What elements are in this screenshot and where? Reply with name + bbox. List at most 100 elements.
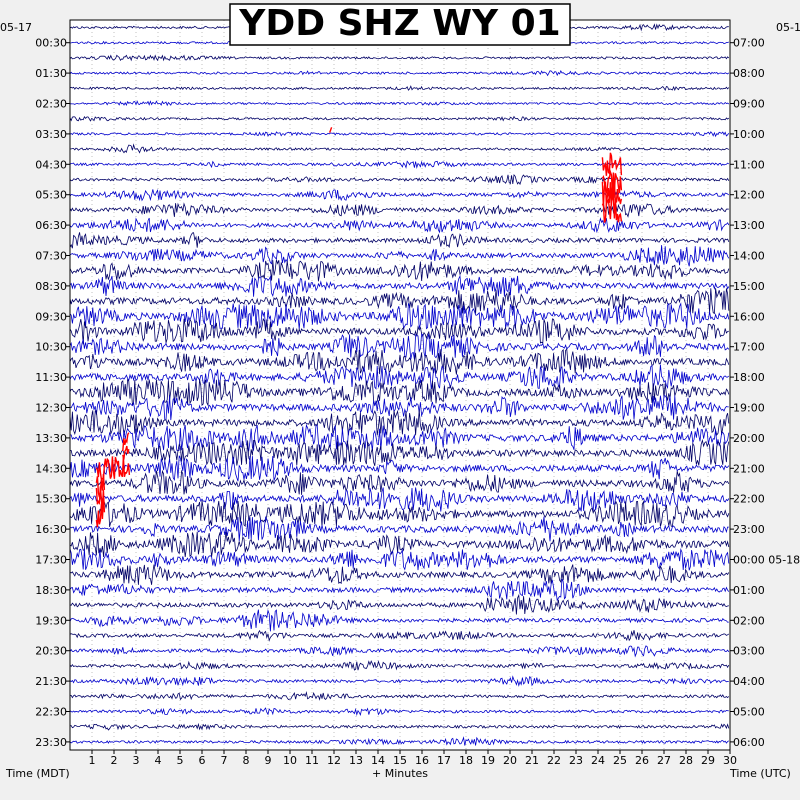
left-tick-label: 12:30 — [35, 402, 67, 415]
seismic-trace — [69, 173, 730, 186]
seismic-trace — [69, 707, 729, 716]
right-date-label: 05-1 — [776, 21, 800, 34]
x-tick-label: 3 — [133, 754, 140, 767]
left-tick-label: 00:30 — [35, 37, 67, 50]
seismic-trace — [69, 469, 730, 495]
right-tick-label: 00:00 05-18 — [733, 554, 800, 567]
right-tick-label: 23:00 — [733, 523, 765, 536]
left-tick-label: 08:30 — [35, 280, 67, 293]
left-tick-label: 20:30 — [35, 645, 67, 658]
seismic-trace — [69, 70, 730, 77]
left-tick-label: 16:30 — [35, 523, 67, 536]
clipped-event — [601, 196, 623, 223]
seismic-trace — [69, 409, 730, 436]
seismic-trace — [69, 333, 730, 360]
clipped-event — [95, 456, 131, 481]
right-tick-label: 16:00 — [733, 310, 765, 323]
clipped-event — [95, 486, 106, 513]
left-tick-label: 07:30 — [35, 250, 67, 263]
seismic-trace — [69, 232, 730, 249]
seismic-trace — [69, 500, 730, 527]
seismic-trace — [69, 378, 730, 407]
seismic-trace — [69, 85, 730, 92]
clipped-events — [95, 127, 623, 528]
x-tick-label: 30 — [723, 754, 737, 767]
seismic-trace — [69, 364, 730, 390]
seismic-trace — [69, 645, 730, 658]
x-tick-label: 4 — [155, 754, 162, 767]
seismic-trace — [69, 455, 730, 482]
seismic-trace — [69, 348, 730, 375]
seismic-trace — [69, 423, 730, 452]
clipped-event — [122, 432, 130, 452]
left-tick-label: 13:30 — [35, 432, 67, 445]
x-tick-label: 2 — [111, 754, 118, 767]
left-axis-ticks: 00:30 01:30 02:30 03:30 04:30 05:30 06:30 07:30… — [35, 37, 70, 749]
seismic-trace — [69, 660, 730, 671]
seismic-trace — [69, 515, 729, 542]
seismic-trace — [69, 593, 729, 615]
right-tick-label: 14:00 — [733, 250, 765, 263]
seismic-trace — [69, 736, 730, 746]
right-tick-label: 15:00 — [733, 280, 765, 293]
x-tick-label: 25 — [613, 754, 627, 767]
x-tick-label: 8 — [243, 754, 250, 767]
right-tick-label: 07:00 — [733, 37, 765, 50]
seismic-trace — [69, 395, 729, 421]
right-tick-label: 01:00 — [733, 584, 765, 597]
left-tick-label: 21:30 — [35, 675, 67, 688]
x-tick-label: 11 — [305, 754, 319, 767]
left-tick-label: 04:30 — [35, 158, 67, 171]
seismic-trace — [69, 317, 729, 345]
left-date-label: 05-17 — [0, 21, 32, 34]
right-tick-label: 17:00 — [733, 341, 765, 354]
left-tick-label: 15:30 — [35, 493, 67, 506]
x-tick-label: 29 — [701, 754, 715, 767]
clipped-event — [95, 500, 106, 528]
x-tick-label: 7 — [221, 754, 228, 767]
right-tick-label: 04:00 — [733, 675, 765, 688]
left-tick-label: 01:30 — [35, 67, 67, 80]
left-axis-label: Time (MDT) — [5, 767, 70, 780]
seismic-trace — [69, 115, 730, 122]
seismic-trace — [69, 302, 730, 331]
x-axis-label: + Minutes — [372, 767, 428, 780]
seismic-trace — [69, 629, 730, 642]
right-tick-label: 09:00 — [733, 98, 765, 111]
left-tick-label: 03:30 — [35, 128, 67, 141]
x-tick-label: 23 — [569, 754, 583, 767]
right-tick-label: 19:00 — [733, 402, 765, 415]
x-tick-label: 22 — [547, 754, 561, 767]
seismic-trace — [69, 54, 730, 62]
left-tick-label: 18:30 — [35, 584, 67, 597]
x-tick-label: 10 — [283, 754, 297, 767]
right-tick-label: 11:00 — [733, 158, 765, 171]
seismic-trace — [69, 578, 730, 602]
seismic-trace — [69, 259, 730, 282]
seismic-trace — [69, 438, 730, 467]
seismic-trace — [69, 487, 730, 512]
clipped-event — [601, 152, 623, 176]
left-tick-label: 17:30 — [35, 554, 67, 567]
clipped-event — [328, 127, 333, 133]
seismic-trace — [69, 245, 730, 267]
right-axis-ticks: 07:00 08:00 09:00 10:00 11:00 12:00 13:00 14:00… — [730, 37, 800, 749]
right-tick-label: 21:00 — [733, 462, 765, 475]
seismic-trace — [69, 609, 729, 632]
left-tick-label: 14:30 — [35, 462, 67, 475]
x-tick-label: 27 — [657, 754, 671, 767]
x-tick-label: 18 — [459, 754, 473, 767]
seismic-trace — [70, 100, 730, 107]
seismic-trace — [69, 675, 729, 687]
x-tick-label: 26 — [635, 754, 649, 767]
left-tick-label: 23:30 — [35, 736, 67, 749]
x-tick-label: 5 — [177, 754, 184, 767]
x-tick-label: 17 — [437, 754, 451, 767]
left-tick-label: 22:30 — [35, 706, 67, 719]
x-tick-label: 14 — [371, 754, 385, 767]
x-tick-label: 19 — [481, 754, 495, 767]
seismic-trace — [69, 288, 730, 315]
right-tick-label: 18:00 — [733, 371, 765, 384]
